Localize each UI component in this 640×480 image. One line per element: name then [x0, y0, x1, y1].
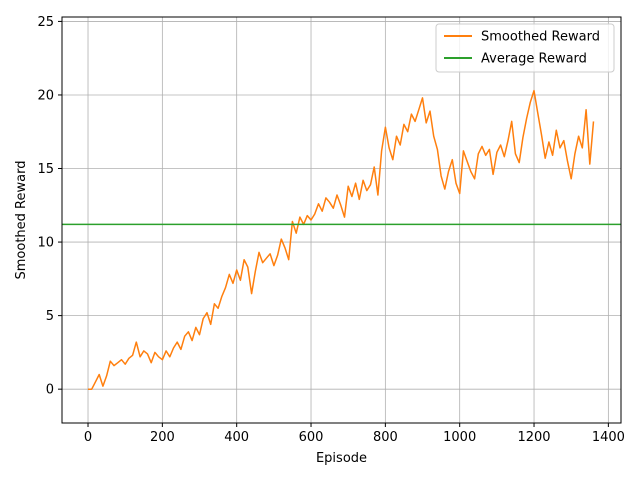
- x-tick-label-200: 200: [150, 430, 175, 445]
- legend-label-average-reward: Average Reward: [481, 52, 587, 67]
- y-tick-label-5: 5: [46, 309, 54, 324]
- series-line-smoothed-reward: [88, 89, 595, 390]
- y-tick-label-20: 20: [37, 88, 54, 103]
- grid: [62, 17, 621, 423]
- y-tick-label-10: 10: [37, 236, 54, 251]
- legend-box: [435, 23, 615, 73]
- y-tick-label-25: 25: [37, 15, 54, 30]
- x-tick-label-600: 600: [299, 430, 324, 445]
- legend: Smoothed Reward Average Reward: [435, 23, 615, 73]
- y-tick-label-15: 15: [37, 162, 54, 177]
- x-tick-label-400: 400: [224, 430, 249, 445]
- x-axis-label: Episode: [316, 451, 367, 466]
- x-tick-label-1400: 1400: [592, 430, 625, 445]
- x-tick-label-1200: 1200: [517, 430, 550, 445]
- y-axis-label: Smoothed Reward: [14, 161, 29, 280]
- y-tick-label-0: 0: [46, 383, 54, 398]
- plot-frame: [61, 16, 622, 424]
- x-tick-label-800: 800: [373, 430, 398, 445]
- x-tick-label-1000: 1000: [443, 430, 476, 445]
- x-tick-label-0: 0: [84, 430, 92, 445]
- plot-series: [62, 89, 621, 390]
- legend-label-smoothed-reward: Smoothed Reward: [481, 30, 600, 45]
- axis-ticks: 0 200 400 600 800 1000 1200 1400 0 5 10 15 20 25: [37, 15, 624, 445]
